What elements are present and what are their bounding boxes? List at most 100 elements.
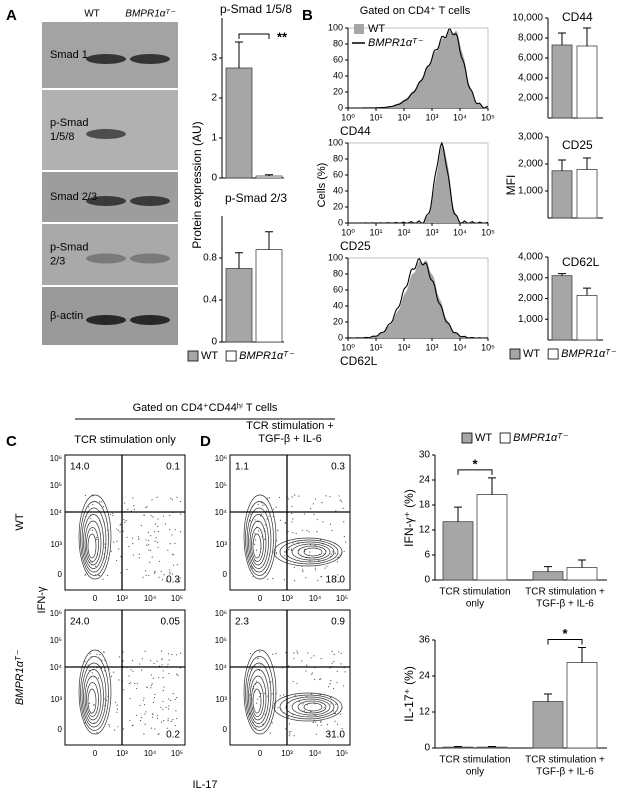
- error-bar: [544, 693, 552, 702]
- event-dot: [167, 718, 169, 720]
- event-dot: [293, 580, 296, 582]
- x-tick-label: only: [466, 599, 484, 610]
- histogram-ko: [347, 141, 489, 224]
- event-dot: [310, 657, 312, 659]
- event-dot: [295, 532, 297, 535]
- event-dot: [138, 553, 140, 555]
- event-dot: [157, 530, 160, 533]
- x-tick-label: 10⁴: [144, 594, 157, 603]
- event-dot: [266, 518, 268, 520]
- event-dot: [328, 732, 330, 734]
- event-dot: [148, 549, 150, 551]
- y-tick-label: 18: [419, 500, 431, 511]
- event-dot: [316, 519, 318, 521]
- event-dot: [154, 571, 156, 573]
- contour: [248, 514, 269, 569]
- contour: [81, 662, 107, 728]
- legend-label: BMPR1αᵀ⁻: [368, 37, 424, 49]
- event-dot: [293, 735, 295, 737]
- contour: [246, 662, 272, 728]
- event-dot: [179, 531, 182, 533]
- event-dot: [343, 535, 345, 538]
- y-tick-label: 80: [333, 153, 343, 163]
- event-dot: [104, 698, 106, 700]
- legend-swatch: [225, 350, 237, 362]
- event-dot: [320, 720, 322, 722]
- blot-row-label: p-Smad: [50, 117, 89, 129]
- event-dot: [271, 693, 273, 695]
- x-tick-label: 10⁵: [481, 227, 495, 237]
- event-dot: [133, 508, 136, 511]
- event-dot: [302, 703, 304, 705]
- event-dot: [169, 543, 171, 545]
- event-dot: [301, 569, 304, 571]
- event-dot: [171, 499, 173, 501]
- event-dot: [157, 733, 159, 736]
- event-dot: [128, 545, 130, 548]
- event-dot: [143, 704, 146, 706]
- event-dot: [156, 717, 158, 719]
- blot-band: [130, 54, 170, 64]
- bar: [566, 567, 598, 581]
- event-dot: [174, 542, 176, 545]
- event-dot: [150, 535, 152, 537]
- event-dot: [128, 675, 130, 677]
- y-tick-label: 10³: [50, 540, 62, 549]
- event-dot: [311, 672, 313, 674]
- event-dot: [275, 552, 278, 554]
- event-dot: [179, 580, 181, 583]
- event-dot: [171, 573, 174, 575]
- event-dot: [126, 568, 128, 570]
- y-tick-label: 10⁵: [215, 636, 227, 645]
- y-axis-label: Protein expression (AU): [190, 121, 204, 248]
- y-tick-label: 12: [419, 707, 431, 718]
- y-tick-label: 2,000: [518, 159, 543, 170]
- x-tick-label: 10³: [425, 112, 438, 122]
- event-dot: [337, 557, 339, 559]
- contour: [248, 669, 269, 724]
- bar: [576, 168, 598, 219]
- event-dot: [314, 569, 316, 571]
- event-dot: [169, 529, 171, 531]
- panel-label: A: [6, 7, 17, 24]
- event-dot: [144, 713, 146, 715]
- y-tick-label: 60: [333, 169, 343, 179]
- event-dot: [316, 724, 318, 726]
- y-tick-label: 10⁶: [50, 454, 62, 463]
- contour: [297, 545, 327, 559]
- event-dot: [120, 572, 122, 574]
- error-bar: [583, 157, 591, 170]
- event-dot: [169, 514, 171, 517]
- event-dot: [283, 694, 285, 696]
- event-dot: [160, 721, 162, 723]
- x-tick-label: 0: [258, 594, 263, 603]
- blot-row-label: 1/5/8: [50, 131, 74, 143]
- blot-band: [130, 196, 170, 206]
- x-tick-label: 10⁵: [171, 594, 183, 603]
- legend-swatch: [354, 24, 364, 34]
- event-dot: [275, 553, 278, 555]
- y-tick-label: 0.4: [203, 295, 217, 306]
- contour: [273, 692, 343, 722]
- blot-column-label: WT: [84, 9, 100, 20]
- event-dot: [114, 701, 116, 703]
- contour: [80, 656, 109, 731]
- histogram-ylabel: Cells (%): [316, 163, 328, 208]
- error-bar: [578, 647, 586, 663]
- x-tick-label: 10²: [397, 342, 410, 352]
- event-dot: [152, 516, 154, 518]
- event-dot: [97, 574, 99, 576]
- event-dot: [330, 703, 332, 705]
- event-dot: [176, 579, 178, 581]
- event-dot: [162, 708, 164, 711]
- event-dot: [264, 713, 266, 715]
- event-dot: [162, 677, 164, 679]
- panel-label: B: [302, 7, 313, 24]
- event-dot: [275, 653, 277, 655]
- x-tick-label: 10⁴: [453, 227, 467, 237]
- event-dot: [326, 565, 328, 567]
- event-dot: [123, 728, 125, 730]
- x-tick-label: 10³: [116, 594, 128, 603]
- event-dot: [323, 553, 325, 555]
- x-tick-label: 10⁰: [341, 112, 355, 122]
